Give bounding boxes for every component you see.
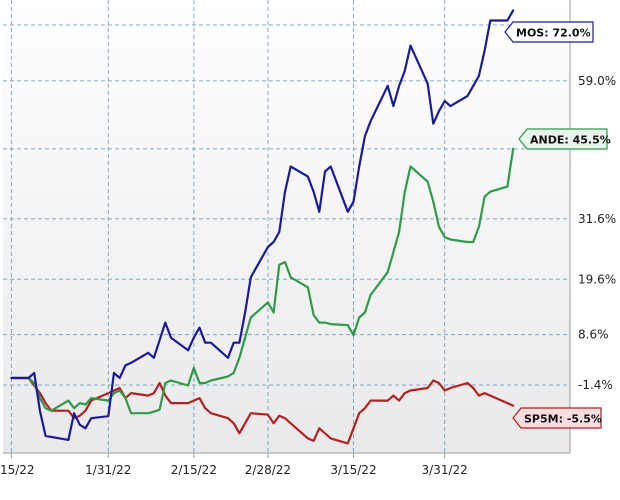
flag-label: ANDE: 45.5% bbox=[530, 134, 611, 147]
grid bbox=[3, 0, 570, 458]
y-tick-label: -1.4% bbox=[578, 378, 613, 392]
flag-box bbox=[518, 128, 608, 150]
y-tick-label: 31.6% bbox=[578, 212, 616, 226]
x-tick-label: 3/31/22 bbox=[422, 463, 468, 477]
x-tick-label: 1/15/22 bbox=[0, 463, 35, 477]
y-tick-label: 19.6% bbox=[578, 272, 616, 286]
x-tick-label: 3/15/22 bbox=[330, 463, 376, 477]
series-line-mos bbox=[10, 9, 515, 441]
y-tick-label: 59.0% bbox=[578, 74, 616, 88]
flag-box bbox=[504, 21, 594, 43]
axes bbox=[3, 0, 571, 454]
x-tick-label: 2/28/22 bbox=[245, 463, 291, 477]
series-line-ande bbox=[10, 147, 515, 415]
flag-ande: ANDE: 45.5% bbox=[518, 128, 611, 150]
x-tick-label: 2/15/22 bbox=[171, 463, 217, 477]
y-tick-label: 8.6% bbox=[578, 328, 609, 342]
flag-label: MOS: 72.0% bbox=[516, 27, 591, 40]
x-tick-labels: 1/15/22 1/31/22 2/15/22 2/28/22 3/15/22 3/31/… bbox=[0, 463, 468, 477]
y-tick-labels: 59.0% 31.6% 19.6% 8.6% -1.4% bbox=[578, 74, 616, 392]
flag-sp5m: SP5M: -5.5% bbox=[512, 407, 602, 429]
flag-mos: MOS: 72.0% bbox=[504, 21, 594, 43]
series-lines bbox=[10, 9, 515, 445]
flag-label: SP5M: -5.5% bbox=[524, 413, 602, 426]
flag-box bbox=[512, 407, 602, 429]
plot-area bbox=[3, 0, 570, 453]
x-tick-label: 1/31/22 bbox=[85, 463, 131, 477]
series-flags: MOS: 72.0% ANDE: 45.5% SP5M: -5.5% bbox=[504, 21, 611, 429]
